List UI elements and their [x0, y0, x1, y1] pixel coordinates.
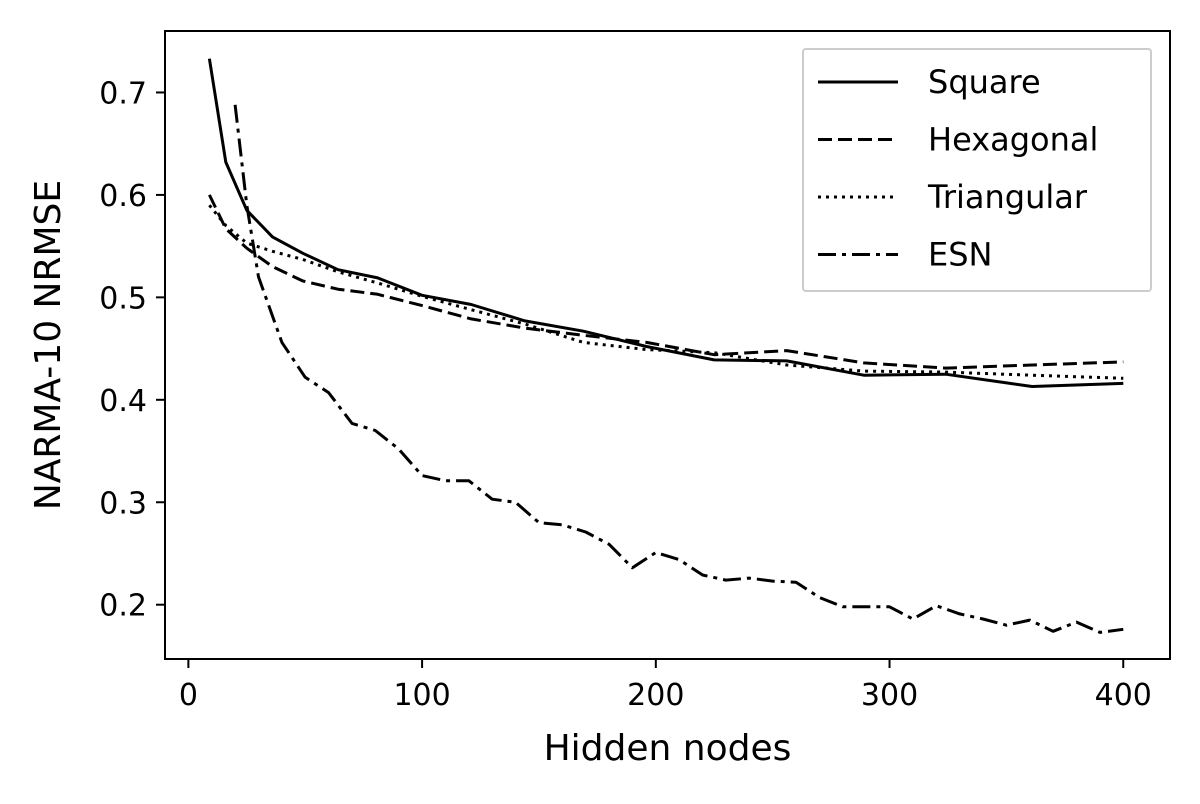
- x-tick-label: 200: [627, 678, 684, 713]
- series-line-hexagonal: [208, 194, 1124, 370]
- legend-label-triangular: Triangular: [927, 178, 1088, 216]
- y-tick-label: 0.4: [99, 384, 147, 419]
- x-tick-label: 100: [393, 678, 450, 713]
- x-axis-label: Hidden nodes: [544, 728, 792, 769]
- x-tick-label: 0: [179, 678, 198, 713]
- series-lines: [207, 58, 1124, 634]
- y-axis-label: NARMA-10 NRMSE: [28, 180, 69, 510]
- series-line-square: [207, 58, 1124, 388]
- x-axis: 0 100 200 300 400: [179, 659, 1152, 713]
- y-tick-label: 0.2: [99, 589, 147, 624]
- legend-box: [802, 48, 1152, 292]
- legend-label-esn: ESN: [928, 236, 992, 274]
- series-line-esn: [233, 104, 1124, 634]
- x-tick-label: 400: [1095, 678, 1152, 713]
- y-tick-label: 0.6: [99, 179, 147, 214]
- y-axis: 0.2 0.3 0.4 0.5 0.6 0.7: [99, 76, 165, 624]
- plot-frame: [164, 30, 1171, 660]
- y-tick-label: 0.7: [99, 76, 147, 111]
- legend-label-square: Square: [928, 63, 1041, 101]
- legend-label-hexagonal: Hexagonal: [928, 121, 1098, 159]
- x-tick-label: 300: [861, 678, 918, 713]
- y-tick-label: 0.5: [99, 281, 147, 316]
- legend: Square Hexagonal Triangular ESN: [802, 48, 1152, 292]
- y-tick-label: 0.3: [99, 486, 147, 521]
